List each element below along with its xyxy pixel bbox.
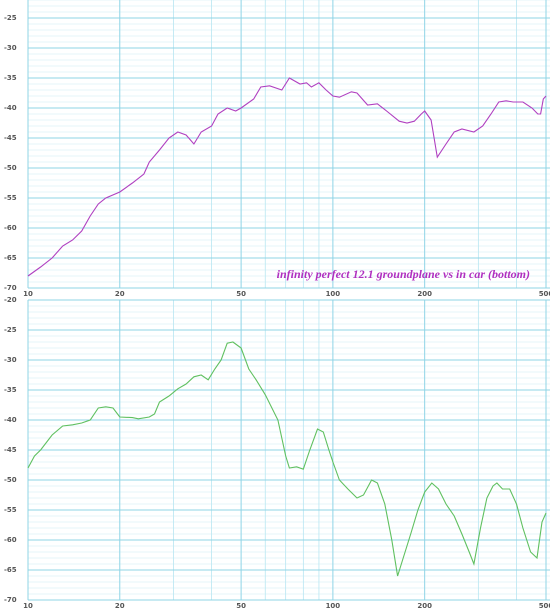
- y-tick-label: -20: [4, 296, 17, 304]
- x-tick-label: 20: [115, 290, 125, 298]
- panel: 10 20 50 100 200 500 -20 -25 -30 -35 -40 -45 -50 -55 -…: [4, 296, 550, 608]
- y-tick-label: -50: [4, 164, 17, 172]
- y-tick-label: -40: [4, 104, 17, 112]
- x-tick-label: 50: [236, 602, 246, 608]
- y-tick-label: -65: [4, 566, 17, 574]
- x-tick-label: 100: [326, 602, 341, 608]
- x-tick-label: 10: [23, 602, 33, 608]
- series-line: [27, 77, 547, 277]
- y-tick-label: -55: [4, 194, 17, 202]
- y-tick-label: -60: [4, 536, 17, 544]
- y-tick-label: -55: [4, 506, 17, 514]
- y-tick-label: -70: [4, 284, 17, 292]
- y-tick-label: -50: [4, 476, 17, 484]
- y-tick-label: -60: [4, 224, 17, 232]
- x-tick-label: 100: [326, 290, 341, 298]
- x-tick-label: 20: [115, 602, 125, 608]
- panel: 10 20 50 100 200 500 -25 -30 -35 -40 -45 -50 -55 -60 -…: [4, 0, 550, 298]
- x-tick-label: 200: [417, 290, 432, 298]
- y-tick-label: -35: [4, 386, 17, 394]
- y-tick-label: -45: [4, 446, 17, 454]
- y-tick-label: -30: [4, 44, 17, 52]
- y-tick-label: -35: [4, 74, 17, 82]
- y-tick-label: -30: [4, 356, 17, 364]
- x-tick-label: 500: [539, 602, 550, 608]
- series-line: [27, 341, 547, 577]
- x-tick-label: 500: [539, 290, 550, 298]
- y-tick-label: -65: [4, 254, 17, 262]
- x-tick-label: 50: [236, 290, 246, 298]
- y-tick-label: -70: [4, 596, 17, 604]
- y-tick-label: -25: [4, 14, 17, 22]
- y-tick-label: -45: [4, 134, 17, 142]
- x-tick-label: 200: [417, 602, 432, 608]
- y-tick-label: -40: [4, 416, 17, 424]
- x-tick-label: 10: [23, 290, 33, 298]
- y-tick-label: -25: [4, 326, 17, 334]
- annotation: infinity perfect 12.1 groundplane vs in …: [277, 267, 530, 281]
